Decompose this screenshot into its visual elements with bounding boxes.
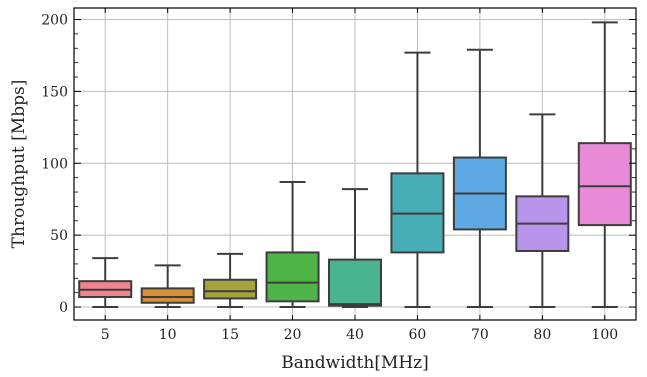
box-80 [515,113,570,309]
box-body [140,287,195,304]
box-100 [577,21,632,309]
x-tick-label: 20 [284,327,302,343]
box-15 [203,252,258,309]
box-60 [390,51,445,309]
box-40 [328,188,382,309]
box-body [328,258,382,307]
box-70 [452,48,507,309]
y-tick-label: 150 [41,84,68,100]
x-tick-label: 40 [346,327,364,343]
x-tick-label: 15 [221,327,239,343]
box-20 [265,180,320,309]
box-5 [78,257,133,309]
y-tick-label: 0 [59,300,68,316]
x-tick-label: 5 [101,327,110,343]
boxes-layer [78,21,632,309]
x-tick-label: 100 [591,327,618,343]
x-axis-title: Bandwidth[MHz] [281,353,429,373]
x-tick-label: 70 [471,327,489,343]
tick-labels-layer: 5 10 15 20 40 60 70 80 100 0 50 100 150 200 [41,13,618,343]
y-tick-label: 200 [41,13,68,29]
x-tick-label: 60 [409,327,427,343]
y-tick-label: 100 [41,156,68,172]
box-body [203,278,258,300]
ticks-layer [74,8,636,320]
x-tick-label: 80 [533,327,551,343]
y-tick-label: 50 [50,228,68,244]
y-axis-title: Throughput [Mbps] [9,80,29,249]
box-body [577,142,632,227]
x-tick-label: 10 [159,327,177,343]
box-body [265,251,320,303]
box-10 [140,264,195,309]
